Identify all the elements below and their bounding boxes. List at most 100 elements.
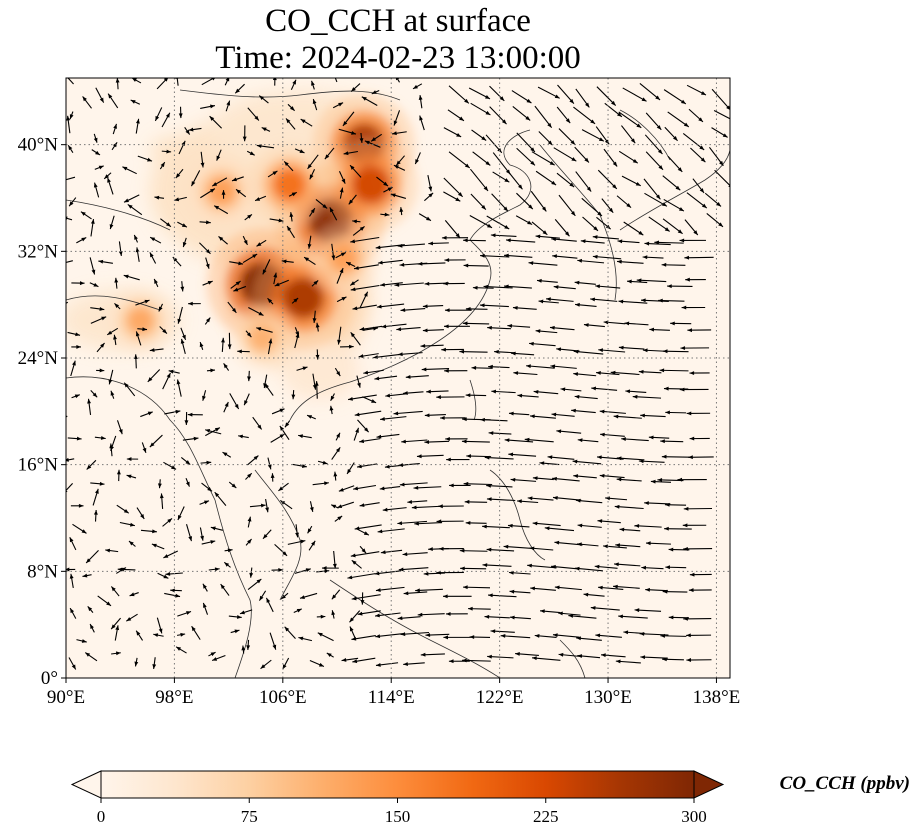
wind-arrow [114, 302, 121, 310]
wind-arrow [66, 457, 75, 462]
wind-arrow [350, 331, 361, 346]
wind-arrow [414, 521, 443, 526]
wind-arrow [577, 542, 599, 547]
wind-arrow [547, 455, 575, 460]
wind-arrow [356, 375, 361, 388]
wind-arrow [617, 259, 644, 264]
wind-arrow [414, 152, 421, 165]
wind-arrow [338, 171, 346, 184]
wind-arrow [661, 454, 691, 459]
wind-arrow [690, 147, 706, 163]
wind-arrow [603, 320, 626, 325]
wind-arrow [576, 636, 602, 641]
wind-arrow [354, 410, 382, 417]
wind-arrow [272, 78, 277, 86]
wind-arrow [227, 332, 232, 350]
wind-arrow [642, 255, 664, 260]
wind-arrow [103, 172, 112, 180]
co-hotspot [272, 168, 307, 202]
wind-arrow [590, 297, 618, 302]
wind-arrow [574, 394, 598, 400]
wind-arrow [640, 413, 666, 418]
wind-arrow [627, 279, 648, 284]
wind-arrow [460, 566, 487, 571]
wind-arrow [176, 379, 182, 397]
wind-arrow [90, 481, 105, 486]
wind-arrow [412, 83, 423, 90]
wind-arrow [592, 235, 619, 240]
wind-arrow [509, 589, 531, 594]
lat-tick-label: 32°N [18, 241, 59, 262]
wind-arrow [288, 191, 297, 197]
wind-arrow [86, 459, 97, 470]
wind-arrow [364, 140, 381, 148]
wind-arrow [503, 544, 533, 550]
wind-arrow [208, 651, 216, 657]
wind-arrow [531, 151, 555, 166]
wind-arrow [315, 349, 320, 360]
wind-arrow [230, 629, 240, 634]
wind-arrow [668, 615, 690, 620]
wind-arrow [349, 626, 356, 639]
wind-arrow [89, 623, 95, 633]
wind-arrow [163, 550, 179, 559]
wind-arrow [245, 538, 252, 546]
wind-arrow [471, 129, 487, 141]
wind-arrow [424, 192, 434, 202]
wind-arrow [422, 328, 444, 333]
wind-arrow [581, 129, 605, 142]
wind-arrow [440, 416, 466, 420]
wind-arrow [469, 215, 493, 229]
wind-arrow [465, 520, 487, 525]
colorbar-min-extension [70, 770, 102, 799]
wind-arrow [312, 481, 329, 486]
wind-arrow [465, 393, 487, 398]
wind-arrow [424, 413, 446, 418]
wind-arrow [160, 218, 172, 228]
gridlines [66, 78, 730, 678]
wind-arrow [67, 78, 74, 85]
wind-arrow [136, 507, 145, 520]
wind-arrow [610, 370, 640, 376]
wind-arrow [279, 425, 290, 440]
wind-arrow [286, 225, 295, 239]
colorbar: 0 75 150 225 300 CO_CCH (ppbv) [70, 770, 910, 826]
wind-arrow [513, 371, 538, 376]
wind-arrow [482, 563, 512, 568]
wind-arrow [96, 368, 105, 373]
wind-arrow [334, 78, 338, 83]
wind-arrow [552, 495, 582, 501]
wind-arrow [444, 308, 472, 313]
wind-arrow [402, 552, 428, 557]
wind-arrow [648, 435, 670, 440]
wind-arrow [93, 182, 100, 198]
wind-arrow [512, 106, 531, 121]
wind-arrow [346, 462, 355, 475]
wind-arrow [115, 78, 120, 90]
wind-arrow [595, 633, 622, 638]
wind-arrow [349, 610, 361, 623]
wind-arrow [274, 279, 289, 287]
wind-arrow [640, 655, 668, 660]
wind-arrow [390, 193, 407, 199]
wind-arrow [157, 479, 162, 489]
wind-arrow [556, 172, 575, 188]
wind-arrow [597, 519, 621, 524]
wind-arrow [156, 617, 163, 634]
wind-arrow [479, 303, 509, 308]
wind-arrow [662, 657, 684, 662]
wind-arrow [554, 540, 583, 546]
wind-arrow [269, 632, 277, 650]
wind-arrow [106, 327, 119, 336]
lon-tick-label: 114°E [368, 687, 415, 708]
wind-arrow [69, 607, 77, 619]
wind-arrow [159, 326, 168, 334]
wind-arrow [352, 304, 377, 311]
wind-arrow [581, 197, 603, 217]
wind-arrow [400, 307, 426, 312]
wind-arrow [381, 323, 407, 329]
wind-arrow [309, 659, 325, 667]
wind-arrow [87, 398, 92, 415]
wind-arrow [330, 393, 335, 401]
wind-arrow [395, 78, 400, 83]
